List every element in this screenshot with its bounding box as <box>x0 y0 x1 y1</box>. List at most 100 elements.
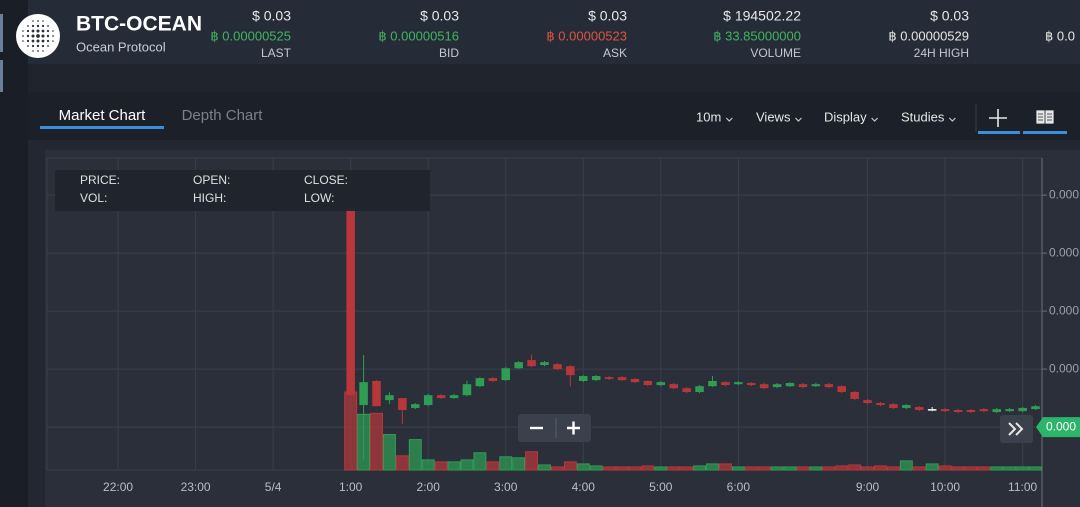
ticker-btc: ฿ 0.00000516 <box>378 28 459 43</box>
logo-dot <box>46 34 50 38</box>
logo-dot <box>41 29 45 33</box>
volume-bar <box>925 463 939 471</box>
volume-bar <box>1029 466 1042 471</box>
candle-body <box>889 404 898 408</box>
logo-dot <box>31 24 35 28</box>
logo-dot <box>36 44 40 48</box>
volume-bar <box>861 466 875 471</box>
panel-header <box>28 92 1080 140</box>
candle-body <box>488 378 498 381</box>
logo-dot <box>31 34 35 38</box>
logo-dot <box>22 40 24 42</box>
logo-dot <box>41 39 45 43</box>
scroll-end-button[interactable] <box>1000 415 1033 443</box>
candle-body <box>359 382 368 406</box>
logo-dot <box>37 50 39 52</box>
volume-bar <box>835 465 849 471</box>
volume-bar <box>667 466 681 471</box>
volume-bar <box>706 463 719 471</box>
toolbar-item[interactable]: Views <box>756 109 791 124</box>
logo-dot <box>22 30 24 32</box>
notes-button[interactable] <box>1035 109 1055 125</box>
toolbar-item[interactable]: 10m <box>696 109 721 124</box>
info-box <box>55 170 430 211</box>
logo-dot <box>26 39 30 43</box>
candle-body <box>604 377 614 379</box>
tab[interactable]: Depth Chart <box>182 107 264 124</box>
volume-bar <box>550 466 564 471</box>
candle-body <box>617 377 627 381</box>
ticker-btc: ฿ 0.00000529 <box>888 28 969 43</box>
x-tick-label: 1:00 <box>339 480 363 494</box>
volume-bar <box>848 464 862 471</box>
candle-body <box>772 384 782 388</box>
volume-bar <box>538 464 551 471</box>
volume-bar <box>382 434 396 471</box>
logo-dot <box>22 35 24 37</box>
volume-bar <box>434 461 448 471</box>
volume-bar <box>822 466 836 471</box>
toolbar-item[interactable]: Studies <box>901 109 945 124</box>
volume-bar <box>473 452 487 471</box>
dropdown-chevron <box>725 117 733 122</box>
logo-dot <box>42 20 44 22</box>
candle-body <box>902 405 911 408</box>
volume-bar <box>408 439 422 471</box>
candle-body <box>449 395 459 399</box>
info-label: VOL: <box>80 191 107 205</box>
ticker-usd: $ 0.03 <box>420 8 459 24</box>
candle-body <box>746 383 756 386</box>
tab[interactable]: Market Chart <box>59 107 147 124</box>
volume-bar <box>1016 466 1030 471</box>
x-tick-label: 9:00 <box>856 480 880 494</box>
y-tick-label: 0.000 <box>1049 303 1079 317</box>
candle-body <box>1031 406 1040 410</box>
candle-body <box>669 384 678 389</box>
header-bar <box>0 0 1080 64</box>
volume-bar <box>654 466 668 471</box>
candle-body <box>914 407 924 410</box>
volume-bar <box>512 457 526 471</box>
volume-bar <box>796 466 810 471</box>
logo-dot <box>26 29 30 33</box>
candle-body <box>979 409 989 412</box>
sidebar <box>0 0 28 507</box>
candle-body <box>785 383 795 387</box>
ticker-label: BID <box>439 46 459 60</box>
logo-dot <box>52 35 54 37</box>
ticker-label: LAST <box>261 46 292 60</box>
logo-dot <box>41 34 45 38</box>
info-label: CLOSE: <box>304 173 348 187</box>
logo-dot <box>27 45 29 47</box>
logo-dot <box>47 25 49 27</box>
volume-bar <box>964 466 978 471</box>
volume-bar <box>395 455 409 471</box>
logo-dot <box>46 29 50 33</box>
volume-bar <box>447 461 461 471</box>
logo-dot <box>32 50 34 52</box>
button-underline <box>978 131 1020 134</box>
logo-dot <box>31 44 35 48</box>
candle-body <box>411 404 420 408</box>
volume-bar <box>886 466 900 471</box>
x-tick-label: 6:00 <box>727 480 751 494</box>
x-tick-label: 11:00 <box>1008 480 1037 494</box>
candle-body <box>721 382 730 386</box>
plot: 0.000 0.000 0.000 0.000 0.000 22:00 23:00 5/4 1:… <box>46 157 1080 507</box>
add-button[interactable] <box>989 109 1007 127</box>
candle-body <box>734 382 743 385</box>
volume-bar <box>563 461 577 471</box>
sidebar-tab[interactable] <box>0 60 3 92</box>
candle-body <box>850 392 859 399</box>
candle-body <box>553 364 562 370</box>
logo-dot <box>36 29 40 33</box>
ticker-usd: $ 0.03 <box>252 8 291 24</box>
sidebar-tab[interactable] <box>0 14 3 52</box>
zoom-in[interactable] <box>567 421 580 435</box>
candle-body <box>398 398 407 410</box>
candle-body <box>462 384 472 396</box>
toolbar-item[interactable]: Display <box>824 109 867 124</box>
ticker-usd: $ 0.03 <box>588 8 627 24</box>
volume-bar <box>589 465 603 471</box>
volume-bar <box>344 391 358 471</box>
